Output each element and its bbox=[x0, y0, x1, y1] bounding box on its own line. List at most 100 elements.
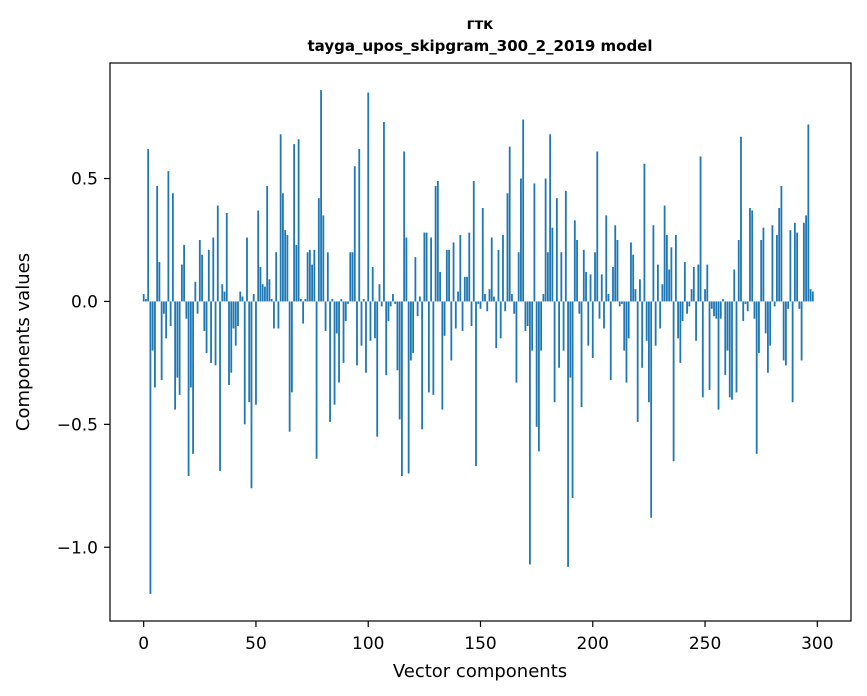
bar-224 bbox=[645, 301, 648, 341]
bar-179 bbox=[544, 178, 547, 302]
bar-289 bbox=[791, 301, 794, 403]
bar-159 bbox=[499, 301, 502, 339]
bar-92 bbox=[349, 252, 352, 302]
bar-68 bbox=[295, 244, 298, 302]
bar-35 bbox=[221, 284, 224, 302]
bar-36 bbox=[223, 291, 226, 302]
bar-150 bbox=[479, 301, 482, 309]
bar-255 bbox=[715, 301, 718, 319]
bar-53 bbox=[261, 284, 264, 302]
bar-238 bbox=[677, 301, 679, 339]
bar-293 bbox=[800, 301, 803, 361]
bar-267 bbox=[742, 301, 745, 322]
bar-297 bbox=[809, 289, 812, 302]
bar-71 bbox=[302, 301, 305, 324]
bar-282 bbox=[776, 235, 778, 302]
bar-22 bbox=[192, 301, 194, 454]
bar-119 bbox=[409, 301, 412, 361]
bar-283 bbox=[778, 208, 781, 302]
bar-157 bbox=[495, 301, 498, 349]
bar-252 bbox=[708, 301, 711, 390]
bar-104 bbox=[376, 301, 379, 437]
bar-273 bbox=[755, 301, 758, 454]
bar-174 bbox=[533, 183, 536, 302]
bar-28 bbox=[205, 301, 208, 354]
y-tick-label: 0.0 bbox=[71, 292, 98, 312]
bar-127 bbox=[427, 301, 430, 393]
bar-13 bbox=[171, 193, 174, 302]
bar-109 bbox=[387, 301, 390, 322]
bar-227 bbox=[652, 225, 655, 302]
bar-183 bbox=[553, 301, 556, 403]
bar-268 bbox=[744, 301, 747, 304]
bar-74 bbox=[308, 249, 311, 302]
bar-107 bbox=[383, 122, 385, 302]
bar-147 bbox=[472, 180, 475, 302]
bar-105 bbox=[378, 284, 381, 302]
bar-97 bbox=[360, 301, 363, 346]
bar-202 bbox=[596, 151, 599, 302]
bar-43 bbox=[239, 291, 242, 302]
bar-116 bbox=[403, 151, 406, 302]
bar-251 bbox=[706, 264, 709, 302]
bar-260 bbox=[726, 301, 729, 351]
bar-5 bbox=[154, 301, 156, 388]
bar-72 bbox=[304, 298, 307, 302]
bar-125 bbox=[423, 232, 426, 302]
bar-194 bbox=[578, 301, 581, 314]
bar-128 bbox=[430, 237, 432, 302]
bar-211 bbox=[616, 239, 619, 302]
y-tick-label: −1.0 bbox=[57, 538, 98, 558]
bar-44 bbox=[241, 296, 244, 302]
y-axis-ticks: −1.0 −0.5 0.0 0.5 bbox=[57, 170, 110, 558]
bar-167 bbox=[517, 252, 520, 302]
bar-67 bbox=[293, 144, 296, 302]
bar-98 bbox=[362, 298, 365, 302]
bar-23 bbox=[194, 281, 197, 302]
bar-30 bbox=[210, 301, 212, 363]
bar-20 bbox=[187, 301, 190, 476]
bar-33 bbox=[216, 205, 219, 302]
bar-256 bbox=[717, 301, 720, 410]
bar-39 bbox=[230, 301, 233, 373]
bar-93 bbox=[351, 252, 354, 302]
bar-145 bbox=[468, 232, 471, 302]
bar-294 bbox=[802, 222, 805, 302]
bar-161 bbox=[504, 301, 507, 312]
chart-title-line-2: tayga_upos_skipgram_300_2_2019 model bbox=[308, 37, 653, 55]
bar-180 bbox=[546, 252, 549, 302]
bar-76 bbox=[313, 249, 316, 302]
bar-40 bbox=[232, 301, 235, 329]
bar-290 bbox=[793, 222, 796, 302]
bar-162 bbox=[506, 193, 509, 302]
bar-34 bbox=[219, 301, 221, 472]
bar-222 bbox=[641, 301, 644, 368]
bar-248 bbox=[699, 156, 702, 302]
bar-247 bbox=[697, 264, 700, 302]
bar-130 bbox=[434, 185, 437, 302]
bar-265 bbox=[737, 239, 740, 302]
bar-243 bbox=[688, 301, 691, 307]
bar-86 bbox=[335, 301, 338, 334]
bar-52 bbox=[259, 267, 262, 302]
bar-122 bbox=[416, 301, 419, 317]
bar-32 bbox=[214, 301, 217, 366]
bar-241 bbox=[683, 262, 686, 302]
bar-185 bbox=[558, 301, 560, 368]
bar-261 bbox=[728, 301, 731, 398]
bar-197 bbox=[585, 271, 587, 302]
bar-158 bbox=[497, 249, 500, 302]
bar-110 bbox=[389, 301, 392, 307]
bar-168 bbox=[520, 178, 522, 302]
bar-160 bbox=[502, 235, 504, 302]
bar-153 bbox=[486, 301, 489, 312]
bar-236 bbox=[672, 301, 675, 462]
bar-106 bbox=[380, 301, 383, 307]
bar-10 bbox=[165, 301, 168, 339]
bar-144 bbox=[466, 276, 468, 302]
bar-229 bbox=[656, 264, 659, 302]
bar-31 bbox=[212, 237, 215, 302]
bar-79 bbox=[320, 90, 322, 302]
bar-228 bbox=[654, 301, 657, 346]
bar-141 bbox=[459, 235, 462, 302]
